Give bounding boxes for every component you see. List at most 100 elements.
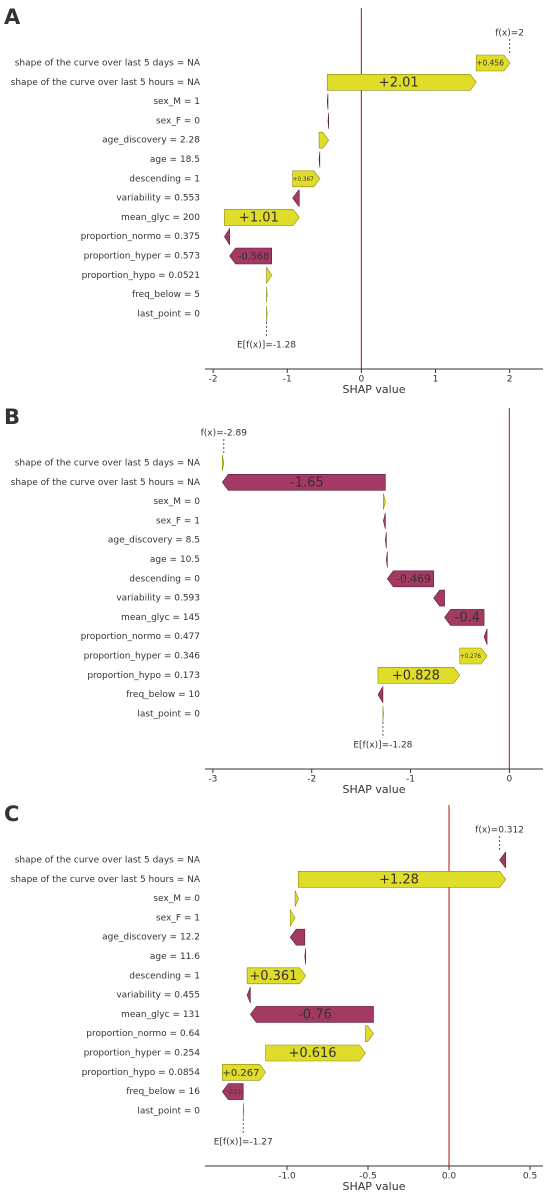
bar-value-label: +1.28	[379, 872, 419, 887]
shap-bar	[377, 666, 461, 684]
output-label: f(x)=0.312	[475, 826, 524, 836]
feature-label: proportion_normo = 0.375	[81, 232, 200, 242]
feature-label: descending = 1	[129, 971, 200, 981]
bar-value-label: +0.367	[293, 177, 314, 183]
feature-label: freq_below = 5	[132, 290, 200, 300]
feature-label: mean_glyc = 131	[121, 1010, 200, 1020]
feature-label: variability = 0.455	[116, 991, 200, 1001]
feature-label: shape of the curve over last 5 days = NA	[15, 59, 201, 69]
shap-bar	[383, 493, 386, 510]
panel: B -3 -2 -1 0 SHAP value shape of the curve ove…	[4, 405, 543, 796]
x-tick-label: -2	[209, 375, 218, 385]
x-tick-label: -1.0	[278, 1172, 296, 1182]
shap-bar	[289, 908, 296, 927]
feature-label: freq_below = 10	[126, 690, 200, 700]
shap-bar	[221, 1083, 244, 1100]
feature-label: age_discovery = 12.2	[102, 933, 200, 943]
feature-label: age_discovery = 2.28	[102, 136, 200, 146]
bar-value-label: +0.828	[392, 668, 440, 683]
shap-bar	[483, 628, 488, 645]
bar-value-label: -0.469	[396, 572, 431, 585]
feature-label: proportion_hyper = 0.573	[84, 252, 200, 262]
feature-label: last_point = 0	[137, 309, 200, 319]
shap-bar	[327, 112, 330, 129]
feature-label: sex_M = 0	[153, 894, 200, 904]
feature-label: shape of the curve over last 5 hours = N…	[11, 875, 201, 885]
bar-value-label: +0.267	[222, 1068, 259, 1079]
shap-bar	[246, 967, 306, 985]
panel-label: A	[4, 5, 21, 29]
shap-bar	[475, 54, 511, 72]
x-axis-label: SHAP value	[343, 383, 406, 396]
x-axis-label: SHAP value	[343, 783, 406, 796]
feature-label: variability = 0.553	[116, 194, 200, 204]
feature-label: mean_glyc = 200	[121, 213, 200, 223]
feature-label: sex_M = 0	[153, 497, 200, 507]
shap-bar	[221, 454, 225, 472]
shap-bar	[298, 871, 507, 888]
bar-value-label: +0.276	[460, 654, 481, 660]
x-tick-label: -2	[307, 775, 316, 785]
x-tick-label: -0.5	[359, 1172, 377, 1182]
feature-label: freq_below = 16	[126, 1087, 200, 1097]
shap-bar	[385, 532, 387, 549]
feature-label: proportion_hyper = 0.346	[84, 652, 201, 662]
shap-bar	[222, 1063, 266, 1081]
shap-bar	[365, 1025, 374, 1042]
shap-bar	[292, 189, 300, 207]
x-tick-label: 2	[507, 375, 513, 385]
feature-label: age_discovery = 8.5	[108, 536, 200, 546]
base-label: E[f(x)]=-1.28	[353, 741, 412, 751]
feature-label: proportion_hyper = 0.254	[84, 1049, 201, 1059]
x-tick-label: -1	[283, 375, 292, 385]
shap-bar	[383, 512, 386, 529]
shap-bar	[386, 551, 388, 568]
panel: A -2 -1 0 1 2 SHAP value shape of the curve ove…	[4, 5, 543, 396]
base-label: E[f(x)]=-1.27	[214, 1138, 273, 1148]
feature-label: proportion_normo = 0.64	[86, 1029, 200, 1039]
x-tick-label: 0	[359, 375, 365, 385]
feature-label: descending = 0	[129, 574, 200, 584]
shap-bar	[304, 948, 306, 965]
x-tick-label: 0.5	[523, 1172, 537, 1182]
base-label: E[f(x)]=-1.28	[237, 341, 296, 351]
bar-value-label: -0.4	[455, 610, 480, 625]
feature-label: shape of the curve over last 5 hours = N…	[11, 478, 201, 488]
shap-bar	[294, 890, 299, 907]
shap-bar	[459, 647, 488, 665]
bar-value-label: -1.65	[290, 475, 324, 490]
shap-bar	[318, 131, 330, 149]
shap-bar	[433, 589, 445, 607]
feature-label: proportion_hypo = 0.0854	[82, 1068, 201, 1078]
shap-bar	[318, 151, 321, 168]
feature-label: sex_F = 1	[156, 913, 200, 923]
feature-label: shape of the curve over last 5 days = NA	[15, 856, 201, 866]
shap-bar	[221, 474, 386, 491]
shap-bar	[246, 986, 251, 1004]
feature-label: proportion_hypo = 0.173	[87, 671, 200, 681]
shap-bar	[266, 305, 268, 322]
feature-label: sex_F = 1	[156, 516, 200, 526]
shap-bar	[229, 247, 273, 265]
x-tick-label: -3	[208, 775, 217, 785]
feature-label: shape of the curve over last 5 days = NA	[15, 459, 201, 469]
shap-bar	[444, 609, 485, 626]
x-tick-label: 1	[433, 375, 439, 385]
bar-value-label: +0.616	[288, 1046, 336, 1061]
feature-label: last_point = 0	[137, 709, 200, 719]
shap-bar	[242, 1102, 245, 1119]
shap-bar	[499, 851, 507, 869]
feature-label: sex_F = 0	[156, 116, 200, 126]
shap-bar	[266, 266, 273, 285]
output-label: f(x)=-2.89	[201, 429, 248, 439]
output-label: f(x)=2	[495, 29, 524, 39]
feature-label: age = 11.6	[150, 952, 200, 962]
feature-label: age = 18.5	[150, 155, 200, 165]
bar-value-label: +0.361	[249, 969, 297, 984]
x-tick-label: 0.0	[442, 1172, 457, 1182]
shap-bar	[377, 685, 384, 704]
bar-value-label: +0.456	[476, 59, 504, 68]
feature-label: variability = 0.593	[116, 594, 200, 604]
shap-bar	[382, 705, 384, 722]
